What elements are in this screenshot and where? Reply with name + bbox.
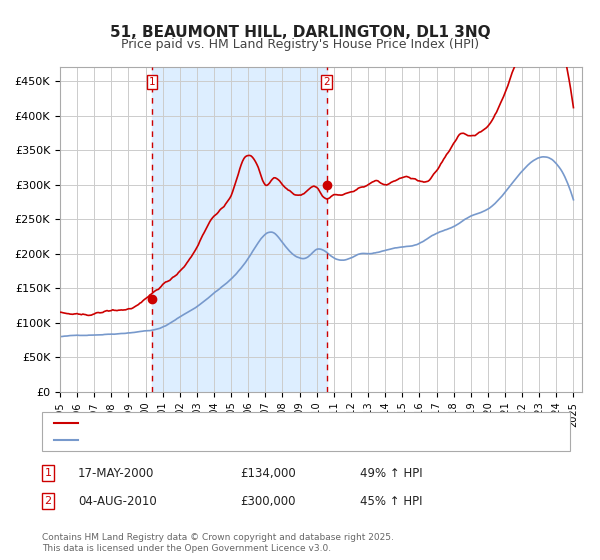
Text: 2: 2 (44, 496, 52, 506)
Text: 49% ↑ HPI: 49% ↑ HPI (360, 466, 422, 480)
Text: 45% ↑ HPI: 45% ↑ HPI (360, 494, 422, 508)
Bar (152, 67, 326, 392)
Text: 51, BEAUMONT HILL, DARLINGTON, DL1 3NQ: 51, BEAUMONT HILL, DARLINGTON, DL1 3NQ (110, 25, 490, 40)
Text: 51, BEAUMONT HILL, DARLINGTON, DL1 3NQ (detached house): 51, BEAUMONT HILL, DARLINGTON, DL1 3NQ (… (84, 418, 412, 428)
Text: £134,000: £134,000 (240, 466, 296, 480)
Text: 2: 2 (323, 77, 330, 87)
Text: HPI: Average price, detached house, Darlington: HPI: Average price, detached house, Darl… (84, 435, 332, 445)
Text: Contains HM Land Registry data © Crown copyright and database right 2025.
This d: Contains HM Land Registry data © Crown c… (42, 533, 394, 553)
Text: Price paid vs. HM Land Registry's House Price Index (HPI): Price paid vs. HM Land Registry's House … (121, 38, 479, 51)
Text: 04-AUG-2010: 04-AUG-2010 (78, 494, 157, 508)
Text: 17-MAY-2000: 17-MAY-2000 (78, 466, 154, 480)
Text: £300,000: £300,000 (240, 494, 296, 508)
Text: 1: 1 (44, 468, 52, 478)
Text: 1: 1 (149, 77, 155, 87)
